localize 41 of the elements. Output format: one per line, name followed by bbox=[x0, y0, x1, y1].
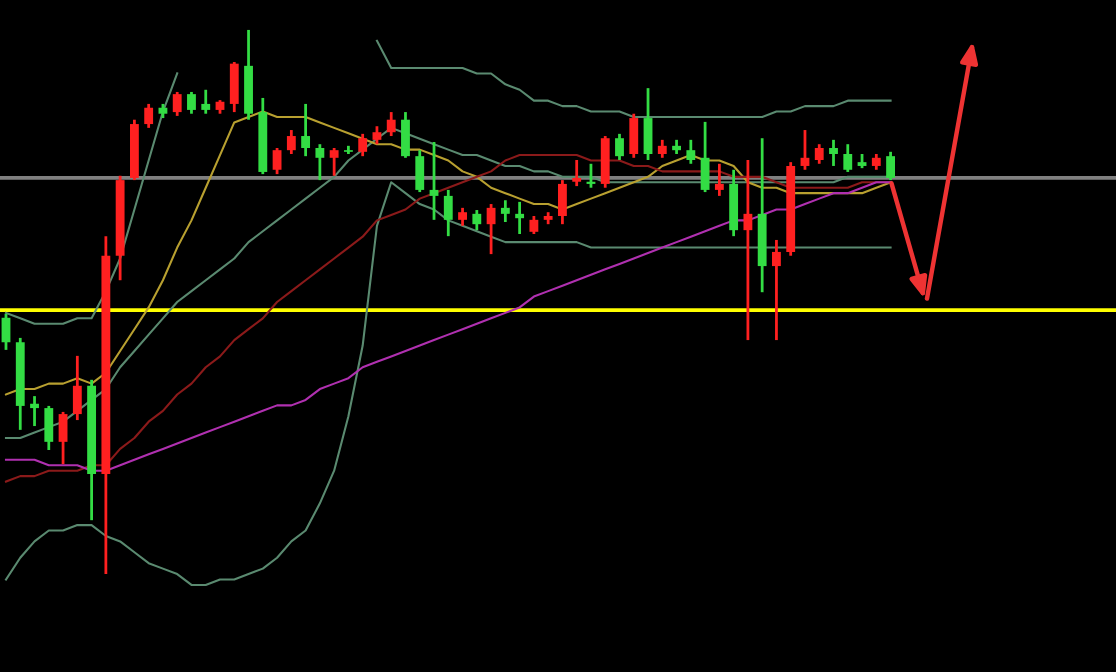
candlestick bbox=[443, 188, 453, 238]
candlestick bbox=[714, 162, 724, 198]
candlestick bbox=[58, 410, 68, 466]
candlestick bbox=[429, 140, 439, 222]
candlestick bbox=[843, 142, 853, 174]
candlestick bbox=[244, 28, 253, 122]
candlestick bbox=[486, 202, 496, 256]
candlestick bbox=[315, 142, 325, 182]
candlestick bbox=[329, 146, 339, 178]
candlestick bbox=[886, 150, 895, 182]
candlestick bbox=[729, 168, 739, 238]
candlestick bbox=[515, 200, 525, 236]
candlestick bbox=[472, 208, 482, 232]
candlestick bbox=[772, 238, 781, 342]
candlestick bbox=[743, 158, 753, 342]
candlestick bbox=[686, 138, 696, 166]
candlestick bbox=[829, 138, 838, 168]
candlestick bbox=[629, 112, 639, 160]
candlestick bbox=[600, 134, 610, 190]
candlestick bbox=[558, 178, 567, 226]
candlestick bbox=[286, 128, 296, 156]
candlestick bbox=[229, 60, 239, 114]
candlestick bbox=[415, 148, 425, 194]
candlestick bbox=[72, 354, 82, 422]
candlestick bbox=[187, 90, 196, 116]
candlestick bbox=[386, 110, 396, 138]
candlestick bbox=[500, 198, 510, 224]
candlestick bbox=[615, 132, 624, 162]
candlestick bbox=[401, 110, 410, 160]
candlestick bbox=[358, 132, 368, 158]
candlestick bbox=[201, 88, 211, 116]
candlestick bbox=[144, 102, 154, 130]
candlestick bbox=[272, 146, 282, 176]
candlestick bbox=[700, 120, 710, 194]
candlestick bbox=[301, 102, 311, 158]
candlestick bbox=[814, 142, 824, 166]
candlestick bbox=[172, 90, 182, 118]
candlestick bbox=[572, 158, 582, 188]
candlestick bbox=[44, 404, 54, 452]
candlestick bbox=[30, 394, 39, 428]
candlestick bbox=[643, 86, 653, 162]
